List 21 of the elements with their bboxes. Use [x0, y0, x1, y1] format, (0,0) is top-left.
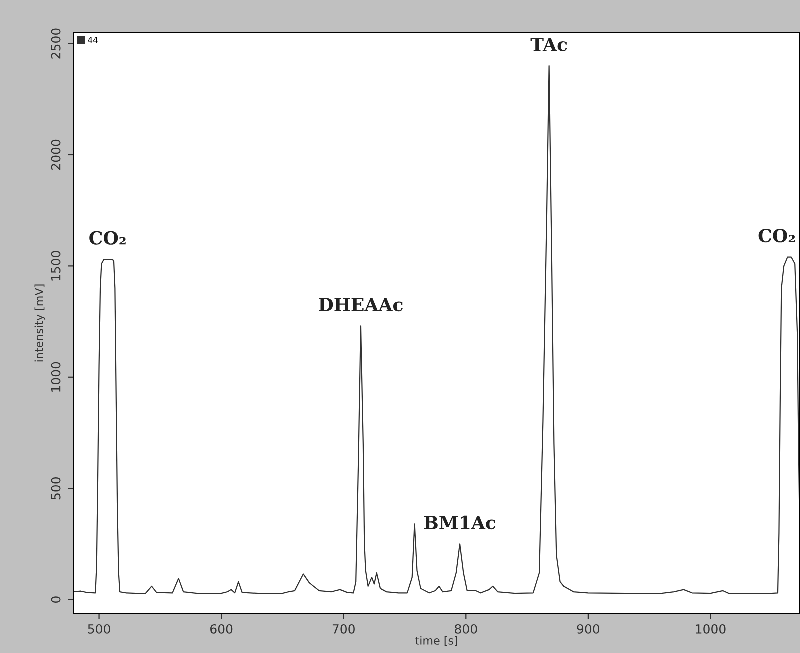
line-series — [74, 65, 800, 594]
x-axis-title: time [s] — [416, 636, 458, 646]
legend-label: 44 — [88, 37, 98, 44]
y-tick-label: 1500 — [51, 251, 61, 281]
x-tick-label: 500 — [88, 624, 110, 634]
y-tick-label: 500 — [51, 478, 61, 500]
x-tick-label: 800 — [455, 624, 478, 634]
y-tick-label: 2000 — [51, 140, 61, 170]
y-tick-label: 1000 — [51, 362, 61, 392]
x-tick-label: 900 — [577, 624, 600, 634]
annotation: DHEAAc — [319, 298, 403, 312]
annotation: BM1Ac — [424, 516, 496, 530]
x-tick-label: 700 — [332, 624, 355, 634]
annotation: CO₂ — [90, 231, 126, 245]
y-tick-label: 0 — [51, 596, 61, 603]
x-tick-label: 600 — [210, 624, 233, 634]
x-tick-label: 1000 — [696, 624, 726, 634]
annotation: CO₂ — [758, 229, 796, 243]
y-axis-title: intensity [mV] — [34, 284, 46, 362]
y-tick-label: 2500 — [51, 28, 61, 59]
annotation: TAc — [530, 38, 568, 52]
